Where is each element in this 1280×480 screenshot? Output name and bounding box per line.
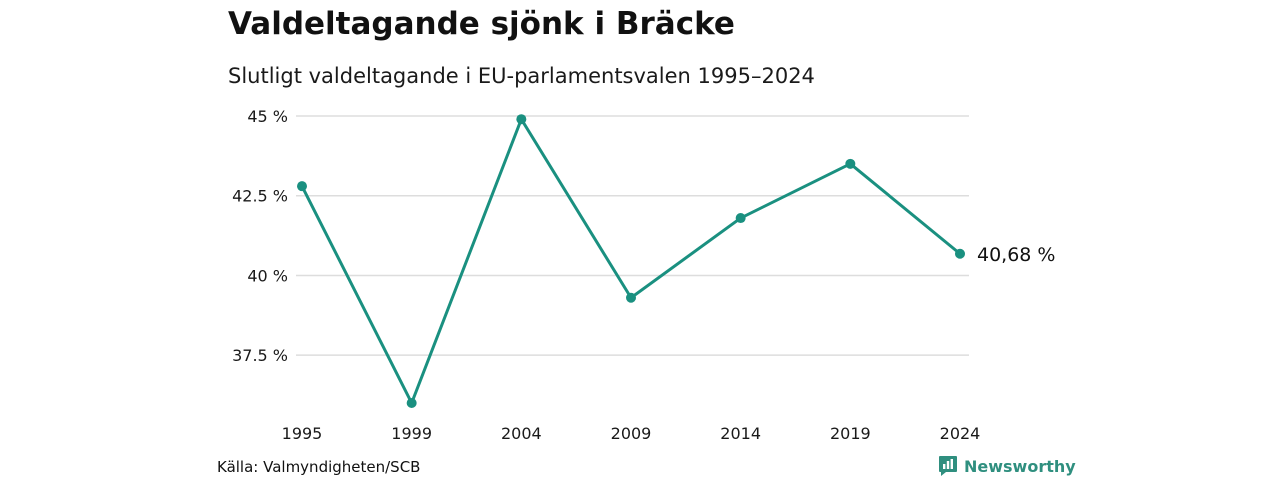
source-note: Källa: Valmyndigheten/SCB	[217, 458, 421, 476]
chart-title: Valdeltagande sjönk i Bräcke	[228, 6, 735, 42]
data-labels: 40,68 %	[977, 244, 1056, 266]
gridlines	[296, 115, 969, 356]
data-points	[297, 114, 965, 408]
x-axis-tick-labels: 1995 1999 2004 2009 2014 2019 2024	[282, 424, 981, 443]
newsworthy-logo-icon	[939, 456, 957, 476]
data-point	[516, 114, 527, 125]
x-tick-label: 2014	[720, 424, 761, 443]
x-tick-label: 1995	[282, 424, 323, 443]
x-tick-label: 2009	[611, 424, 652, 443]
y-axis-tick-labels: 37.5 % 40 % 42.5 % 45 %	[232, 107, 288, 365]
series-line	[300, 117, 962, 405]
brand-logo: Newsworthy	[938, 455, 1076, 477]
chart-subtitle: Slutligt valdeltagande i EU-parlamentsva…	[228, 64, 815, 88]
data-point	[406, 398, 417, 408]
brand-name: Newsworthy	[964, 456, 1076, 476]
x-tick-label: 2024	[940, 424, 981, 443]
data-point	[735, 213, 746, 224]
data-point	[297, 181, 307, 192]
y-tick-label: 42.5 %	[232, 187, 288, 206]
y-tick-label: 45 %	[247, 107, 288, 126]
x-tick-label: 2004	[501, 424, 542, 443]
data-point	[626, 292, 636, 303]
data-point	[955, 248, 965, 259]
data-point	[845, 158, 856, 169]
y-tick-label: 37.5 %	[232, 346, 288, 365]
series-line-layer	[300, 117, 962, 405]
x-tick-label: 1999	[391, 424, 432, 443]
end-value-label: 40,68 %	[977, 244, 1056, 266]
y-tick-label: 40 %	[247, 266, 288, 285]
x-tick-label: 2019	[830, 424, 871, 443]
